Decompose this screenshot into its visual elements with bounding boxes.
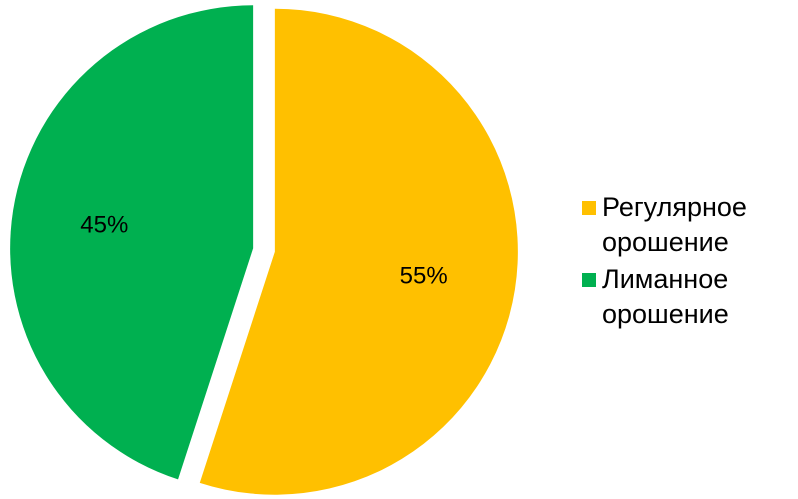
legend-item-regular-irrigation: Регулярное орошение [582, 190, 792, 260]
legend-item-liman-irrigation: Лиманное орошение [582, 262, 792, 332]
legend-label-liman-irrigation: Лиманное орошение [602, 264, 729, 329]
data-label-regular-irrigation: 55% [400, 262, 448, 289]
legend-swatch-regular-irrigation [582, 201, 596, 215]
legend-label-regular-irrigation: Регулярное орошение [602, 192, 747, 257]
pie-slice-regular-irrigation [199, 8, 518, 495]
data-label-liman-irrigation: 45% [80, 212, 128, 239]
legend-swatch-liman-irrigation [582, 273, 596, 287]
pie-slice-liman-irrigation [10, 5, 254, 480]
legend: Регулярное орошение Лиманное орошение [582, 190, 792, 334]
